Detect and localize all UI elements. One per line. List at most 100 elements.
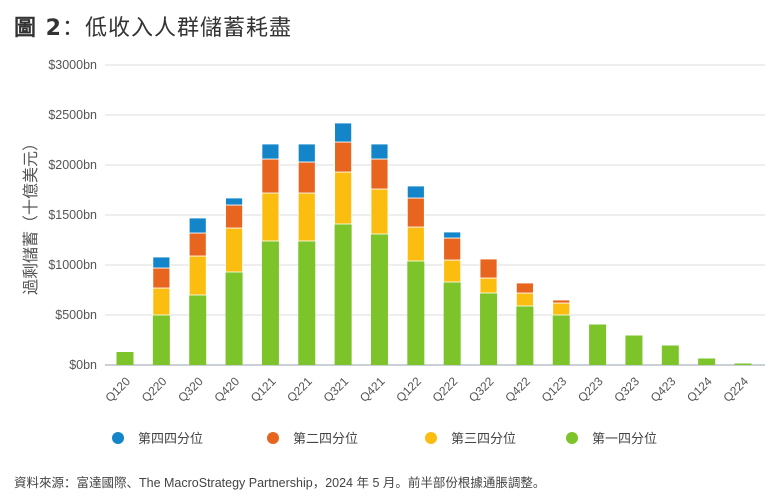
bar-segment-Q420-q2 xyxy=(225,227,243,273)
bar-segment-Q124-q1 xyxy=(698,358,716,365)
bar-segment-Q121-q2 xyxy=(261,192,280,242)
bar-stack-Q121 xyxy=(261,143,280,365)
stacked-bar-chart: $0bn $500bn $1000bn $1500bn $2000bn $2500bn $3… xyxy=(21,58,765,405)
bar-segment-Q422-q3 xyxy=(515,282,534,294)
bar-segment-Q421-q3 xyxy=(370,158,389,190)
bar-stack-Q422 xyxy=(515,282,534,365)
y-tick-label: $2500bn xyxy=(48,108,97,122)
y-tick-label: $2000bn xyxy=(48,158,97,172)
figure-title-prefix: 圖 2 xyxy=(14,16,62,41)
x-tick-label: Q320 xyxy=(175,374,206,405)
bar-segment-Q320-q1 xyxy=(189,295,207,365)
bar-segment-Q320-q3 xyxy=(188,232,207,257)
x-tick-label: Q321 xyxy=(321,374,352,405)
bar-segment-Q321-q4 xyxy=(334,122,353,143)
x-tick-label: Q420 xyxy=(212,374,243,405)
bar-segment-Q122-q1 xyxy=(407,261,425,365)
bar-stack-Q123 xyxy=(552,299,571,365)
bar-segment-Q123-q1 xyxy=(552,315,570,365)
bar-segment-Q422-q2 xyxy=(515,292,534,307)
bar-segment-Q322-q1 xyxy=(480,293,498,365)
legend-label: 第三四分位 xyxy=(451,432,517,447)
y-tick-label: $1000bn xyxy=(48,258,97,272)
bar-segment-Q321-q3 xyxy=(334,141,353,173)
bar-segment-Q220-q1 xyxy=(152,315,170,365)
bar-segment-Q321-q1 xyxy=(334,224,352,365)
x-tick-label: Q221 xyxy=(284,374,315,405)
bar-segment-Q224-q1 xyxy=(734,363,752,365)
y-axis-label: 過剩儲蓄（十億美元） xyxy=(21,135,40,295)
bar-segment-Q221-q3 xyxy=(297,161,316,194)
y-tick-label: $3000bn xyxy=(48,58,97,72)
bar-segment-Q121-q4 xyxy=(261,143,280,160)
bar-segment-Q422-q1 xyxy=(516,306,534,365)
x-tick-label: Q223 xyxy=(575,374,606,405)
bar-stack-Q320 xyxy=(188,217,207,365)
x-tick-label: Q220 xyxy=(139,374,170,405)
bar-segment-Q320-q2 xyxy=(188,255,207,296)
bar-stack-Q224 xyxy=(734,363,752,365)
legend-swatch-icon xyxy=(112,431,124,444)
bar-segment-Q220-q2 xyxy=(152,287,171,316)
legend-item: 第二四分位 xyxy=(267,428,358,447)
x-tick-label: Q122 xyxy=(393,374,424,405)
bar-segment-Q421-q1 xyxy=(370,234,388,365)
bar-segment-Q223-q1 xyxy=(589,324,607,365)
bar-stack-Q221 xyxy=(297,143,316,365)
bar-stack-Q124 xyxy=(698,358,716,365)
bar-segment-Q123-q3 xyxy=(552,299,571,304)
bar-segment-Q421-q4 xyxy=(370,143,389,160)
bar-segment-Q421-q2 xyxy=(370,188,389,235)
legend-label: 第四四分位 xyxy=(138,432,204,447)
legend: 第四四分位 第二四分位 第三四分位 第一四分位 xyxy=(0,428,780,450)
bar-segment-Q322-q3 xyxy=(479,258,498,279)
x-tick-label: Q123 xyxy=(539,374,570,405)
legend-item: 第四四分位 xyxy=(112,428,203,447)
x-tick-label: Q423 xyxy=(648,374,679,405)
figure-title-text: 低收入人群儲蓄耗盡 xyxy=(84,16,292,41)
bar-stack-Q122 xyxy=(406,185,425,365)
bars xyxy=(116,122,752,365)
x-tick-label: Q421 xyxy=(357,374,388,405)
gridlines xyxy=(105,64,765,366)
bar-stack-Q222 xyxy=(443,231,462,365)
y-axis-ticks: $0bn $500bn $1000bn $1500bn $2000bn $2500bn $3… xyxy=(48,58,97,372)
x-tick-label: Q422 xyxy=(502,374,533,405)
bar-stack-Q120 xyxy=(116,352,134,365)
bar-segment-Q321-q2 xyxy=(334,171,353,225)
legend-swatch-icon xyxy=(425,431,437,444)
x-tick-label: Q222 xyxy=(430,374,461,405)
legend-label: 第二四分位 xyxy=(293,432,359,447)
x-tick-label: Q124 xyxy=(684,374,715,405)
x-axis-ticks: Q120 Q220 Q320 Q420 Q121 Q221 Q321 Q421 Q122 Q222… xyxy=(102,374,751,405)
x-tick-label: Q120 xyxy=(102,374,133,405)
bar-segment-Q220-q4 xyxy=(152,256,171,269)
bar-segment-Q221-q2 xyxy=(297,192,316,242)
bar-segment-Q120-q1 xyxy=(116,352,134,365)
bar-stack-Q322 xyxy=(479,258,498,365)
legend-item: 第三四分位 xyxy=(425,428,516,447)
bar-segment-Q420-q3 xyxy=(225,204,243,229)
bar-stack-Q323 xyxy=(625,335,643,365)
bar-segment-Q420-q4 xyxy=(225,197,243,206)
bar-segment-Q420-q1 xyxy=(225,272,243,365)
x-tick-label: Q322 xyxy=(466,374,497,405)
y-tick-label: $0bn xyxy=(69,358,97,372)
bar-segment-Q222-q3 xyxy=(443,237,462,261)
bar-stack-Q223 xyxy=(589,324,607,365)
bar-segment-Q122-q2 xyxy=(406,226,425,262)
bar-stack-Q321 xyxy=(334,122,353,365)
bar-segment-Q121-q1 xyxy=(261,241,279,365)
bar-stack-Q420 xyxy=(225,197,243,365)
source-note: 資料來源：富達國際、The MacroStrategy Partnership，… xyxy=(14,476,546,490)
bar-stack-Q421 xyxy=(370,143,389,365)
legend-swatch-icon xyxy=(566,431,578,444)
legend-item: 第一四分位 xyxy=(566,428,657,447)
legend-label: 第一四分位 xyxy=(592,432,658,447)
x-tick-label: Q121 xyxy=(248,374,279,405)
bar-segment-Q423-q1 xyxy=(661,345,679,365)
bar-segment-Q122-q4 xyxy=(406,185,425,199)
bar-segment-Q122-q3 xyxy=(406,197,425,228)
x-tick-label: Q224 xyxy=(720,374,751,405)
bar-stack-Q220 xyxy=(152,256,171,365)
